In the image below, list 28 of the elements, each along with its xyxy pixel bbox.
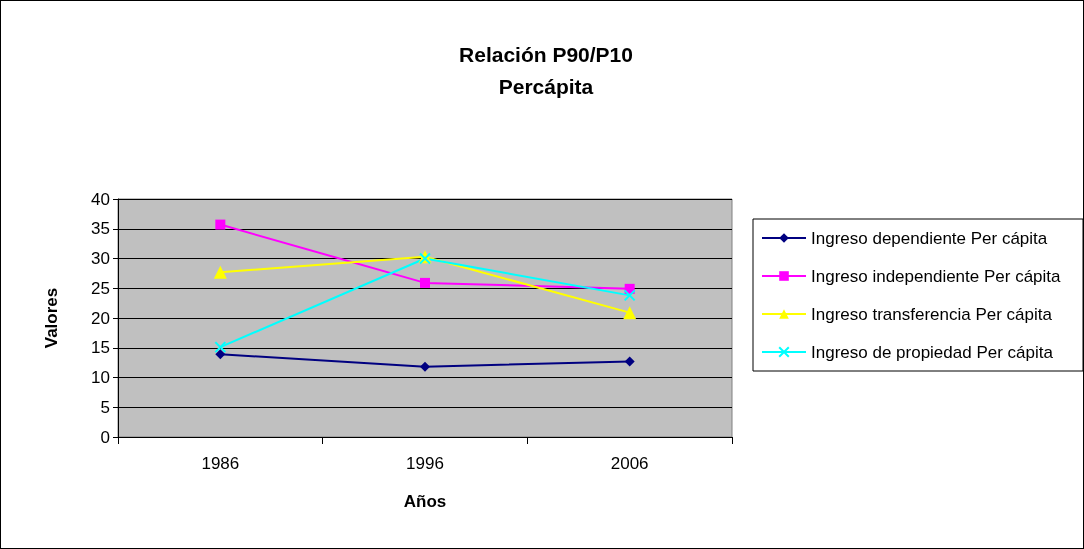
y-tick-label: 10 bbox=[91, 368, 110, 387]
y-tick-label: 25 bbox=[91, 278, 110, 298]
point bbox=[214, 341, 227, 354]
chart-title: Relación P90/P10 Percápita bbox=[459, 42, 633, 98]
legend-label: Ingreso independiente Per cápita bbox=[811, 266, 1062, 286]
x-tick-label: 1986 bbox=[201, 454, 240, 473]
y-tick-label: 30 bbox=[91, 249, 110, 268]
x-tick-label: 1996 bbox=[406, 454, 444, 473]
point bbox=[623, 306, 637, 320]
point bbox=[420, 277, 430, 288]
y-axis-title: Valores bbox=[42, 287, 61, 349]
x-tick-label: 2006 bbox=[610, 454, 649, 473]
y-tick-label: 20 bbox=[91, 308, 110, 328]
x-axis-title: Años bbox=[403, 492, 447, 511]
point bbox=[215, 219, 226, 230]
y-tick-label: 0 bbox=[100, 427, 110, 447]
point bbox=[624, 356, 635, 367]
point bbox=[623, 289, 636, 302]
legend-label: Ingreso transferencia Per cápita bbox=[811, 304, 1053, 324]
y-tick-label: 15 bbox=[91, 338, 110, 358]
legend-label: Ingreso de propiedad Per cápita bbox=[811, 342, 1054, 362]
legend-label: Ingreso dependiente Per cápita bbox=[811, 228, 1048, 248]
point bbox=[420, 361, 430, 372]
point bbox=[213, 265, 227, 279]
y-tick-label: 35 bbox=[91, 219, 110, 239]
y-tick-label: 40 bbox=[91, 189, 110, 209]
point bbox=[215, 349, 226, 360]
y-tick-label: 5 bbox=[100, 397, 110, 417]
